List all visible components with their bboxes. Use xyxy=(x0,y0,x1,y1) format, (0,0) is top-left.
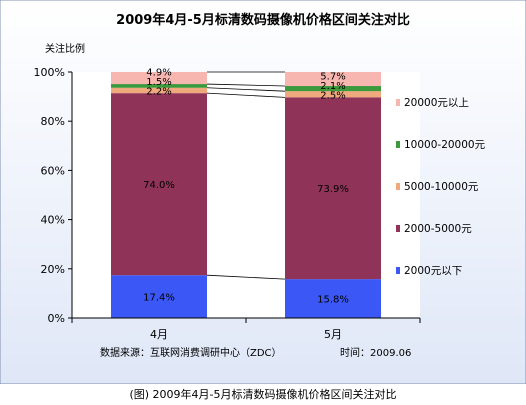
series-connector xyxy=(206,87,286,92)
data-label: 2.5% xyxy=(320,90,345,101)
chart-panel: 2009年4月-5月标清数码摄像机价格区间关注对比 关注比例 ZDC zdc.z… xyxy=(0,0,526,385)
figure-caption: (图) 2009年4月-5月标清数码摄像机价格区间关注对比 xyxy=(129,388,397,401)
series-connector xyxy=(206,92,286,98)
y-tick-label: 40% xyxy=(41,214,65,227)
y-axis-label: 关注比例 xyxy=(45,42,85,55)
legend-label: 2000元以下 xyxy=(404,265,462,277)
data-label: 73.9% xyxy=(317,184,349,195)
legend-label: 2000-5000元 xyxy=(404,223,472,235)
y-tick-label: 100% xyxy=(34,66,65,79)
legend-swatch xyxy=(396,183,400,190)
x-tick-label: 5月 xyxy=(324,328,342,341)
y-tick-label: 60% xyxy=(41,164,65,177)
series-connector xyxy=(206,83,286,87)
legend-label: 20000元以上 xyxy=(404,97,469,109)
legend-swatch xyxy=(396,99,400,106)
data-label: 4.9% xyxy=(146,67,171,78)
plot-area: 0% 20% 40% 60% 80% 100% 4月 5月 17.4% 74.0% 2.2%1.5%… xyxy=(34,66,421,341)
data-label: 2.1% xyxy=(320,81,345,92)
data-label: 5.7% xyxy=(320,71,345,82)
bar-segment xyxy=(111,93,207,276)
legend: 20000元以上 10000-20000元 5000-10000元 2000-5000… xyxy=(396,97,486,277)
bar-segment xyxy=(111,275,207,318)
legend-label: 10000-20000元 xyxy=(404,139,486,151)
chart-svg: 2009年4月-5月标清数码摄像机价格区间关注对比 关注比例 ZDC zdc.z… xyxy=(0,0,526,385)
y-tick-label: 0% xyxy=(48,312,65,325)
bar-segment xyxy=(111,84,207,88)
bar-segment xyxy=(111,87,207,94)
legend-swatch xyxy=(396,267,400,274)
data-label: 74.0% xyxy=(143,180,175,191)
bar-segment xyxy=(285,91,381,98)
legend-label: 5000-10000元 xyxy=(404,181,479,193)
legend-swatch xyxy=(396,141,400,148)
data-label: 2.2% xyxy=(146,86,171,97)
legend-swatch xyxy=(396,225,400,232)
x-tick-label: 4月 xyxy=(150,328,168,341)
data-label: 1.5% xyxy=(146,77,171,88)
bar-segment xyxy=(285,97,381,280)
data-label: 15.8% xyxy=(317,295,349,306)
series-connector xyxy=(206,274,286,280)
time-note: 时间：2009.06 xyxy=(340,346,411,359)
bar-segment xyxy=(111,72,207,85)
chart-title: 2009年4月-5月标清数码摄像机价格区间关注对比 xyxy=(116,12,410,28)
data-label: 17.4% xyxy=(143,293,175,304)
bar-segment xyxy=(285,279,381,318)
y-tick-label: 80% xyxy=(41,115,65,128)
bar-segment xyxy=(285,72,381,87)
bar-segment xyxy=(285,86,381,92)
source-note: 数据来源：互联网消费调研中心（ZDC） xyxy=(100,346,282,359)
y-tick-label: 20% xyxy=(41,263,65,276)
